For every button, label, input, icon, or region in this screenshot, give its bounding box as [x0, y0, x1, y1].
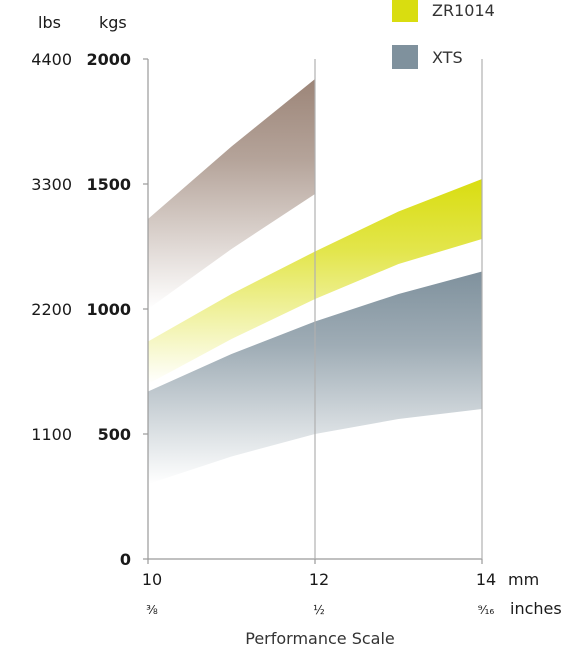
- band-unlabeled: [148, 79, 315, 309]
- y-unit-kgs: kgs: [99, 13, 127, 32]
- x-tick-label-mm: 14: [476, 570, 496, 589]
- x-tick-label-mm: 12: [309, 570, 329, 589]
- legend-swatch: [392, 0, 418, 22]
- x-unit-mm: mm: [508, 570, 539, 589]
- x-tick-label-inches: ½: [313, 603, 325, 617]
- x-tick-label-inches: ⅜: [146, 603, 158, 617]
- y-unit-lbs: lbs: [38, 13, 61, 32]
- legend-swatch: [392, 45, 418, 69]
- y-tick-label-kgs: 500: [98, 425, 131, 444]
- y-tick-label-kgs: 0: [120, 550, 131, 569]
- x-tick-label-inches: ⁹⁄₁₆: [478, 603, 495, 617]
- x-axis-title: Performance Scale: [245, 629, 395, 648]
- axes: [143, 58, 483, 564]
- y-tick-label-kgs: 1000: [86, 300, 131, 319]
- y-tick-label-lbs: 1100: [31, 425, 72, 444]
- x-tick-label-mm: 10: [142, 570, 162, 589]
- y-tick-label-kgs: 1500: [86, 175, 131, 194]
- y-tick-labels: 0 500 1100 1000 2200 1500 3300 2000 4400: [31, 50, 131, 569]
- legend-label: ZR1014: [432, 1, 495, 20]
- y-tick-label-lbs: 4400: [31, 50, 72, 69]
- legend-label: XTS: [432, 48, 463, 67]
- x-tick-labels: 10 ⅜ 12 ½ 14 ⁹⁄₁₆: [142, 570, 496, 617]
- y-tick-label-lbs: 2200: [31, 300, 72, 319]
- y-tick-label-lbs: 3300: [31, 175, 72, 194]
- x-unit-inches: inches: [510, 599, 562, 618]
- y-tick-label-kgs: 2000: [86, 50, 131, 69]
- legend: ZR1014 XTS: [392, 0, 495, 69]
